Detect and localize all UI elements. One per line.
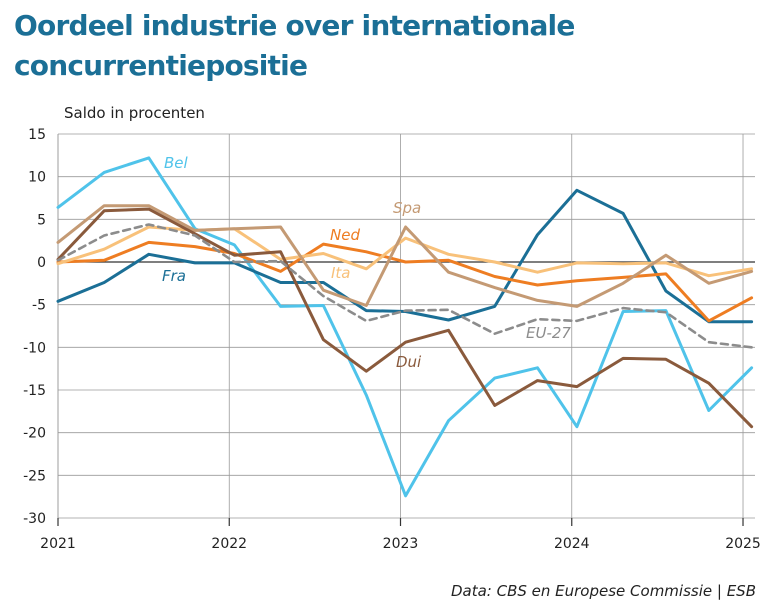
source-note: Data: CBS en Europese Commissie | ESB (450, 582, 756, 600)
series-label-fra: Fra (162, 267, 186, 285)
y-tick-label: 10 (28, 170, 46, 186)
y-tick-label: -20 (23, 426, 46, 442)
x-tick-label: 2025 (725, 536, 761, 552)
y-axis-ticks: 15 10 5 0 -5 -10 -15 -20 -25 -30 (23, 127, 46, 527)
y-tick-label: -30 (23, 511, 46, 527)
series-line-dui (56, 207, 754, 429)
series-line-bel (56, 156, 754, 498)
y-tick-label: 15 (28, 127, 46, 143)
x-tick-label: 2024 (554, 536, 590, 552)
y-axis-label: Saldo in procenten (64, 104, 205, 122)
series-lines (56, 156, 754, 498)
series-label-bel: Bel (164, 154, 189, 172)
y-tick-label: 5 (37, 212, 46, 228)
y-tick-label: -25 (23, 468, 46, 484)
y-tick-label: -10 (23, 340, 46, 356)
y-tick-label: -5 (32, 298, 46, 314)
y-tick-label: -15 (23, 383, 46, 399)
series-label-dui: Dui (396, 353, 422, 371)
series-line-eu-27 (56, 223, 753, 349)
series-label-spa: Spa (393, 199, 421, 217)
y-tick-label: 0 (37, 255, 46, 271)
series-labels: Bel Fra Ned Ita Spa Dui EU-27 (162, 154, 571, 371)
x-tick-label: 2023 (383, 536, 419, 552)
series-line-spa (56, 204, 754, 308)
x-axis-ticks: 2021 2022 2023 2024 2025 (40, 518, 761, 552)
series-label-ned: Ned (330, 226, 360, 244)
x-tick-label: 2021 (40, 536, 76, 552)
series-label-ita: Ita (331, 264, 351, 282)
series-line-ita (56, 225, 754, 278)
series-label-eu-27: EU-27 (526, 324, 571, 342)
chart-title: Oordeel industrie over internationale co… (14, 9, 575, 82)
series-line-ned (56, 240, 754, 323)
x-tick-label: 2022 (211, 536, 247, 552)
grid-lines (57, 133, 755, 519)
